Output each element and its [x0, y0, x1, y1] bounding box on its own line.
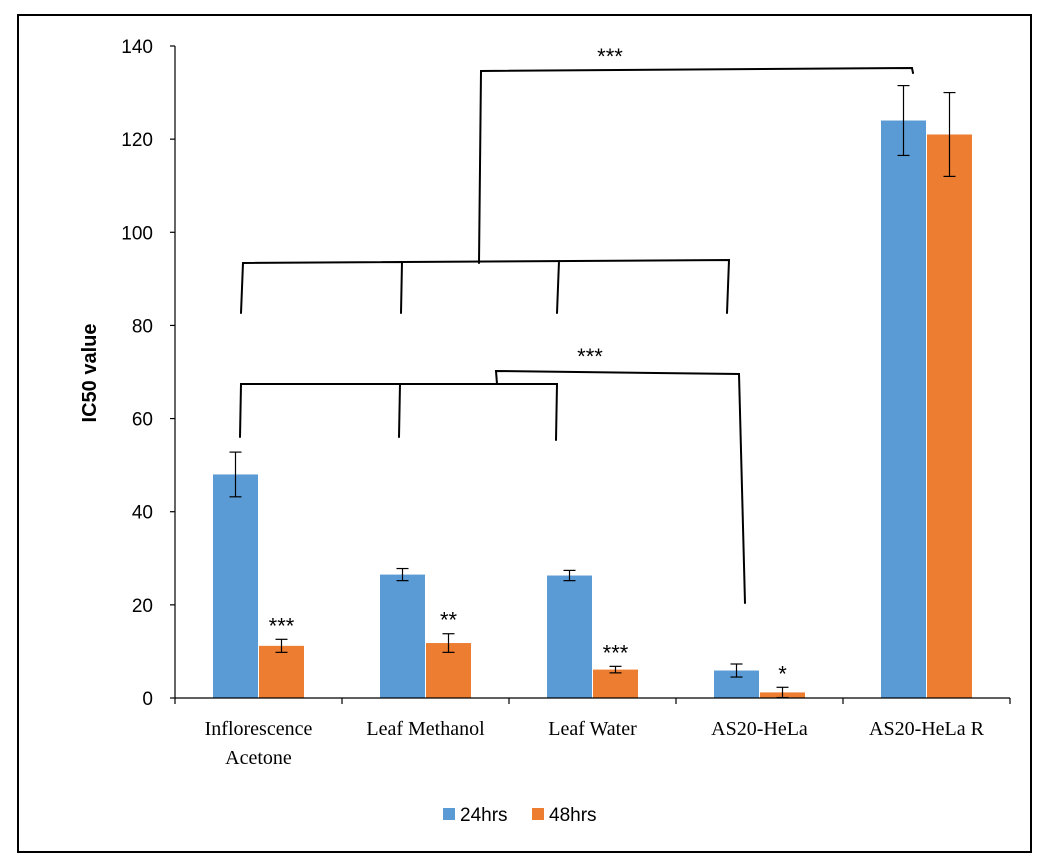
bracket-group-three [239, 383, 559, 441]
y-tick-label: 60 [132, 410, 153, 431]
significance-brackets [239, 66, 914, 604]
y-axis: 0 20 40 60 80 100 120 140 [121, 37, 176, 710]
significance-labels: *** *** [577, 44, 623, 369]
x-axis: Inflorescence Acetone Leaf Methanol Leaf Wa… [174, 697, 1011, 769]
bar-annotations: *** ****** [269, 608, 788, 687]
x-tick-label: Leaf Water [548, 718, 637, 740]
bar-24hrs-4 [881, 120, 926, 698]
y-tick-label: 40 [132, 503, 153, 524]
y-tick-label: 20 [132, 596, 153, 617]
chart-frame [17, 14, 1032, 853]
x-tick-label: AS20-HeLa [711, 718, 808, 740]
x-tick-label: Leaf Methanol [366, 718, 485, 740]
error-bars [229, 84, 956, 699]
x-tick-label: AS20-HeLa R [869, 718, 985, 740]
bracket-group-four [240, 258, 731, 314]
y-tick-label: 120 [121, 130, 153, 151]
bracket-link-to-sensitive [494, 369, 746, 604]
y-tick-label: 140 [121, 37, 153, 58]
bar-annotation: *** [603, 640, 629, 665]
bars [213, 120, 972, 698]
significance-label-0: *** [597, 44, 623, 69]
bar-annotation: * [778, 661, 787, 686]
bar-annotation: *** [269, 613, 295, 638]
bar-48hrs-2 [593, 669, 638, 698]
significance-label-1: *** [577, 344, 603, 369]
y-axis-label: IC50 value [79, 324, 101, 423]
bar-24hrs-2 [547, 575, 592, 698]
legend: 24hrs 48hrs [443, 805, 597, 826]
bracket-link-to-resistant [478, 66, 914, 264]
legend-swatch-48hrs [532, 808, 544, 820]
bar-24hrs-1 [380, 574, 425, 698]
bar-annotation: ** [440, 608, 458, 633]
y-tick-label: 0 [142, 689, 153, 710]
y-tick-label: 100 [121, 223, 153, 244]
x-tick-label: Inflorescence Acetone [205, 718, 313, 769]
bar-48hrs-0 [259, 645, 304, 698]
bar-24hrs-0 [213, 474, 258, 698]
legend-swatch-24hrs [443, 808, 455, 820]
bar-48hrs-4 [927, 134, 972, 698]
y-tick-label: 80 [132, 316, 153, 337]
legend-label-48hrs: 48hrs [549, 805, 597, 826]
legend-label-24hrs: 24hrs [460, 805, 508, 826]
